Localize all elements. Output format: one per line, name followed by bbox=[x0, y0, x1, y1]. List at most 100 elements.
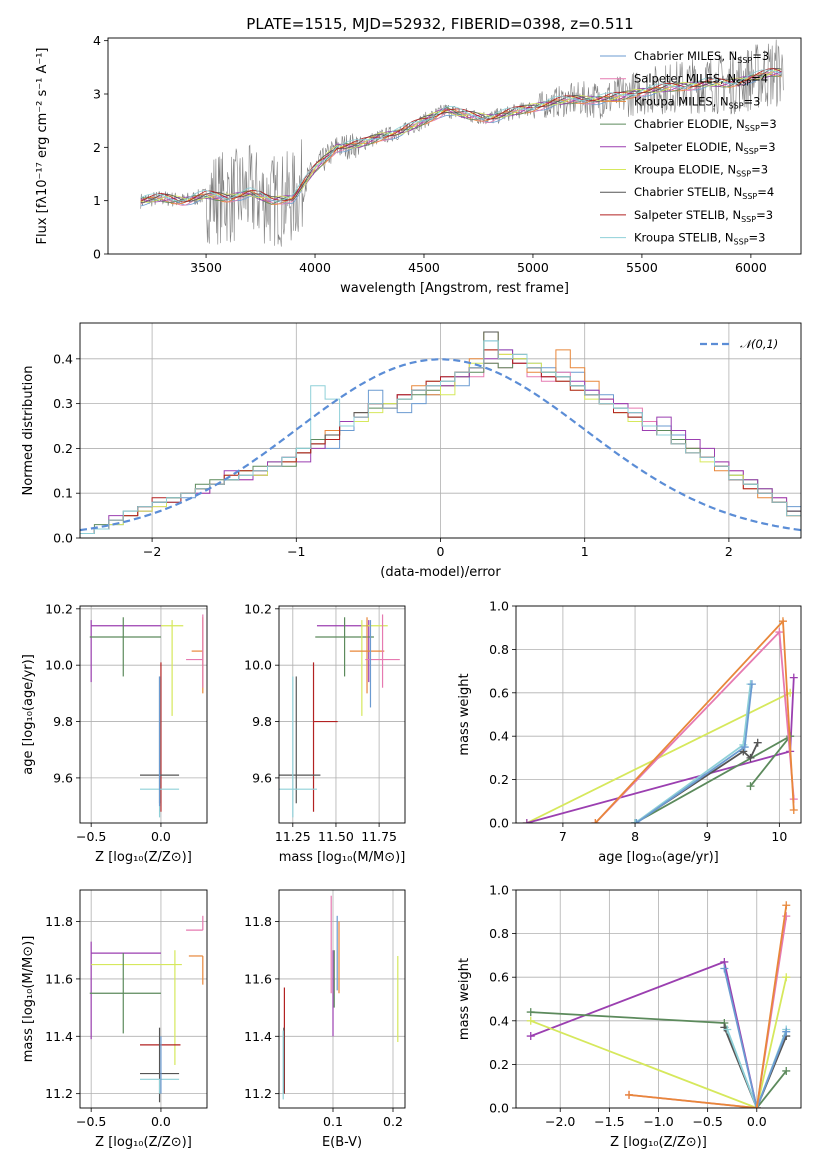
errorbar-point bbox=[312, 662, 338, 812]
y-tick-label: 1.0 bbox=[489, 599, 509, 614]
errorbar-point bbox=[191, 617, 204, 694]
y-tick-label: 0.3 bbox=[53, 396, 73, 411]
model-spectrum bbox=[140, 68, 782, 203]
x-tick-label: 6000 bbox=[735, 260, 767, 275]
errorbar-point bbox=[160, 620, 184, 716]
x-tick-label: 4500 bbox=[408, 260, 440, 275]
legend-sub: SSP bbox=[745, 124, 760, 133]
x-tick-label: −0.5 bbox=[76, 829, 106, 844]
x-tick-label: 11.75 bbox=[361, 829, 397, 844]
legend-text: Chabrier STELIB, N bbox=[634, 185, 742, 199]
legend-text: Kroupa STELIB, N bbox=[634, 231, 734, 245]
y-tick-label: 0.1 bbox=[53, 486, 73, 501]
x-tick-label: −1.5 bbox=[594, 1114, 624, 1129]
errorbar-point bbox=[89, 953, 161, 1034]
weight-marker bbox=[782, 912, 791, 921]
weight-marker bbox=[632, 819, 641, 823]
weight-series bbox=[530, 977, 788, 1108]
axes-frame bbox=[515, 889, 802, 1109]
weight-marker bbox=[526, 1008, 535, 1017]
legend-text: Chabrier ELODIE, N bbox=[634, 117, 745, 131]
errorbar-point bbox=[186, 915, 204, 931]
y-tick-label: 9.6 bbox=[252, 770, 272, 785]
x-tick-label: 11.50 bbox=[318, 829, 354, 844]
weight-marker bbox=[747, 680, 756, 689]
x-tick-label: 0 bbox=[437, 544, 445, 559]
legend-suffix: =3 bbox=[749, 231, 766, 245]
legend-entry: Kroupa ELODIE, NSSP=3 bbox=[634, 163, 768, 179]
errorbar-point bbox=[140, 1078, 180, 1094]
y-tick-label: 0.2 bbox=[489, 772, 509, 787]
legend-sub: SSP bbox=[736, 170, 751, 179]
y-tick-label: 0.8 bbox=[489, 926, 509, 941]
axes-frame bbox=[278, 605, 406, 824]
x-tick-label: 9 bbox=[703, 829, 711, 844]
errorbar-point bbox=[361, 620, 388, 716]
weight-series bbox=[634, 683, 752, 823]
y-axis-label: mass weight bbox=[457, 673, 472, 755]
axes-frame bbox=[79, 889, 208, 1109]
x-tick-label: −2.0 bbox=[545, 1114, 575, 1129]
weight-marker bbox=[775, 628, 784, 637]
errorbar-point bbox=[186, 614, 204, 688]
legend-text: Kroupa MILES, N bbox=[634, 94, 729, 108]
legend-text: Salpeter STELIB, N bbox=[634, 208, 741, 222]
y-tick-label: 0.4 bbox=[53, 351, 73, 366]
legend-entry: Chabrier MILES, NSSP=3 bbox=[634, 49, 769, 65]
weight-marker bbox=[631, 819, 640, 823]
y-tick-label: 11.2 bbox=[45, 1086, 73, 1101]
y-tick-label: 10.0 bbox=[244, 658, 272, 673]
y-tick-label: 0.6 bbox=[489, 970, 509, 985]
legend-suffix: =3 bbox=[759, 140, 776, 154]
errorbar-point bbox=[90, 620, 161, 683]
y-axis-label: mass [log₁₀(M/M⊙)] bbox=[21, 936, 36, 1063]
y-tick-label: 0.0 bbox=[489, 1101, 509, 1116]
y-axis-label: Normed distribution bbox=[21, 366, 36, 496]
legend-text: Salpeter MILES, N bbox=[634, 72, 736, 86]
y-tick-label: 0.0 bbox=[489, 816, 509, 831]
panel-spectrum: 3500 4000 4500 5000 5500 6000 0 1 2 3 4 wavelength … bbox=[35, 33, 802, 296]
x-tick-label: 0.2 bbox=[383, 1114, 403, 1129]
panel-age-vs-Z: −0.5 0.0 9.6 9.8 10.0 10.2 Z [log₁₀(Z/Z⊙)] age … bbox=[21, 601, 208, 865]
weight-series bbox=[594, 629, 795, 823]
legend-sub: SSP bbox=[729, 101, 744, 110]
y-tick-label: 1 bbox=[93, 193, 101, 208]
weight-marker bbox=[746, 753, 755, 762]
weight-marker bbox=[526, 1016, 535, 1025]
legend-sub: SSP bbox=[734, 238, 749, 247]
legend-entry: Salpeter MILES, NSSP=4 bbox=[634, 72, 768, 88]
axes-frame bbox=[278, 889, 406, 1109]
weight-series bbox=[723, 968, 788, 1108]
weight-marker bbox=[723, 1025, 732, 1034]
model-spectrum bbox=[140, 67, 782, 204]
y-tick-label: 11.6 bbox=[244, 971, 272, 986]
axes-frame bbox=[107, 37, 802, 255]
weight-marker bbox=[782, 1066, 791, 1075]
y-tick-label: 9.8 bbox=[252, 714, 272, 729]
panel-residuals: −2 −1 0 1 2 0.0 0.1 0.2 0.3 0.4 (data-model)/error… bbox=[21, 322, 802, 580]
plot-area bbox=[282, 895, 399, 1100]
weight-marker bbox=[625, 1090, 634, 1099]
y-tick-label: 0.4 bbox=[489, 1013, 509, 1028]
x-tick-label: 0.0 bbox=[151, 1114, 171, 1129]
panel-mass-vs-ebv: 0.1 0.2 11.2 11.4 11.6 11.8 E(B-V) bbox=[244, 889, 406, 1150]
legend-suffix: =3 bbox=[760, 117, 777, 131]
weight-marker bbox=[753, 738, 762, 747]
weight-marker bbox=[778, 617, 787, 626]
weight-marker bbox=[752, 1104, 761, 1108]
x-tick-label: 8 bbox=[631, 829, 639, 844]
y-tick-label: 11.8 bbox=[244, 914, 272, 929]
y-tick-label: 11.8 bbox=[45, 914, 73, 929]
legend-entry: Chabrier STELIB, NSSP=4 bbox=[634, 185, 774, 201]
y-tick-label: 0.2 bbox=[53, 441, 73, 456]
y-tick-label: 11.4 bbox=[45, 1029, 73, 1044]
normal-curve bbox=[80, 358, 801, 532]
weight-marker bbox=[782, 901, 791, 910]
y-tick-label: 10.2 bbox=[45, 601, 73, 616]
panel-weight-vs-Z: −2.0 −1.5 −1.0 −0.5 0.0 0.0 0.2 0.4 0.6 0.8 1.0 Z [… bbox=[457, 883, 802, 1150]
legend-suffix: =3 bbox=[752, 49, 769, 63]
errorbar-point bbox=[89, 617, 161, 677]
weight-marker bbox=[746, 782, 755, 791]
x-axis-label: wavelength [Angstrom, rest frame] bbox=[340, 281, 569, 296]
legend-suffix: =4 bbox=[751, 72, 768, 86]
